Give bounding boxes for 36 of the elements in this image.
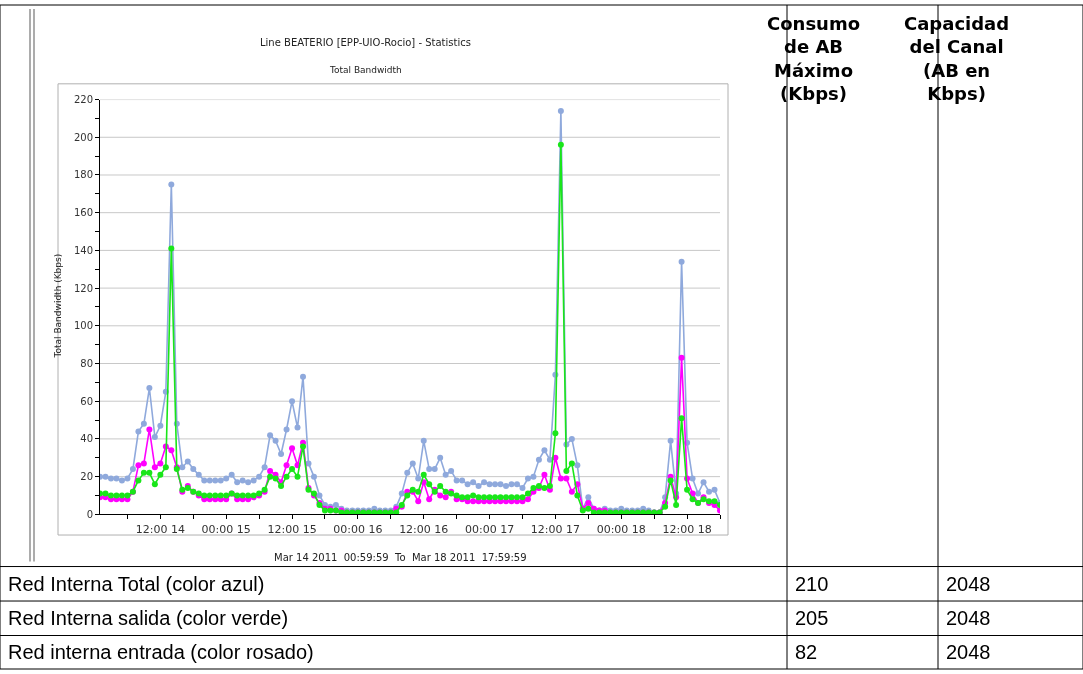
y-tick-label: 120 <box>73 282 93 294</box>
y-tick-label: 0 <box>86 508 93 520</box>
y-axis-title: Total Bandwidth (Kbps) <box>52 253 63 359</box>
x-tick-label: 00:00 17 <box>464 522 515 536</box>
text: 2048 <box>946 607 991 629</box>
y-tick-label: 180 <box>73 169 93 181</box>
y-tick-label: 100 <box>73 320 93 332</box>
x-tick-label: 12:00 14 <box>135 522 185 536</box>
text: Red Interna Total (color azul) <box>8 573 265 595</box>
x-tick-label: 12:00 16 <box>399 522 449 536</box>
text: Red interna entrada (color rosado) <box>8 641 314 663</box>
x-axis-title: Mar 14 2011 00:59:59 To Mar 18 2011 17:59:59 <box>274 552 527 563</box>
y-tick-label: 160 <box>73 207 93 219</box>
y-tick-label: 60 <box>80 395 93 407</box>
chart-subtitle: Total Bandwidth <box>329 65 402 75</box>
chart-title: Line BEATERIO [EPP-UIO-Rocio] - Statistics <box>260 37 471 48</box>
y-tick-label: 200 <box>73 131 93 143</box>
text: Red Interna salida (color verde) <box>8 607 289 629</box>
text: 210 <box>795 573 829 595</box>
text: Consumo de AB Máximo (Kbps) <box>767 13 861 105</box>
text: 2048 <box>946 641 991 663</box>
y-tick-label: 20 <box>80 471 93 483</box>
y-tick-label: 80 <box>80 358 93 370</box>
text: 205 <box>795 607 829 629</box>
y-tick-label: 140 <box>73 244 93 256</box>
x-tick-label: 00:00 18 <box>596 522 646 536</box>
y-tick-label: 220 <box>73 94 93 106</box>
x-tick-label: 12:00 18 <box>662 522 712 536</box>
x-tick-label: 12:00 17 <box>530 522 580 536</box>
text: 2048 <box>946 573 991 595</box>
y-tick-label: 40 <box>80 433 93 445</box>
x-tick-label: 00:00 16 <box>333 522 383 536</box>
x-tick-label: 12:00 15 <box>267 522 317 536</box>
text: 82 <box>795 641 818 663</box>
text: Capacidad del Canal (AB en Kbps) <box>904 13 1010 105</box>
x-tick-label: 00:00 15 <box>201 522 251 536</box>
